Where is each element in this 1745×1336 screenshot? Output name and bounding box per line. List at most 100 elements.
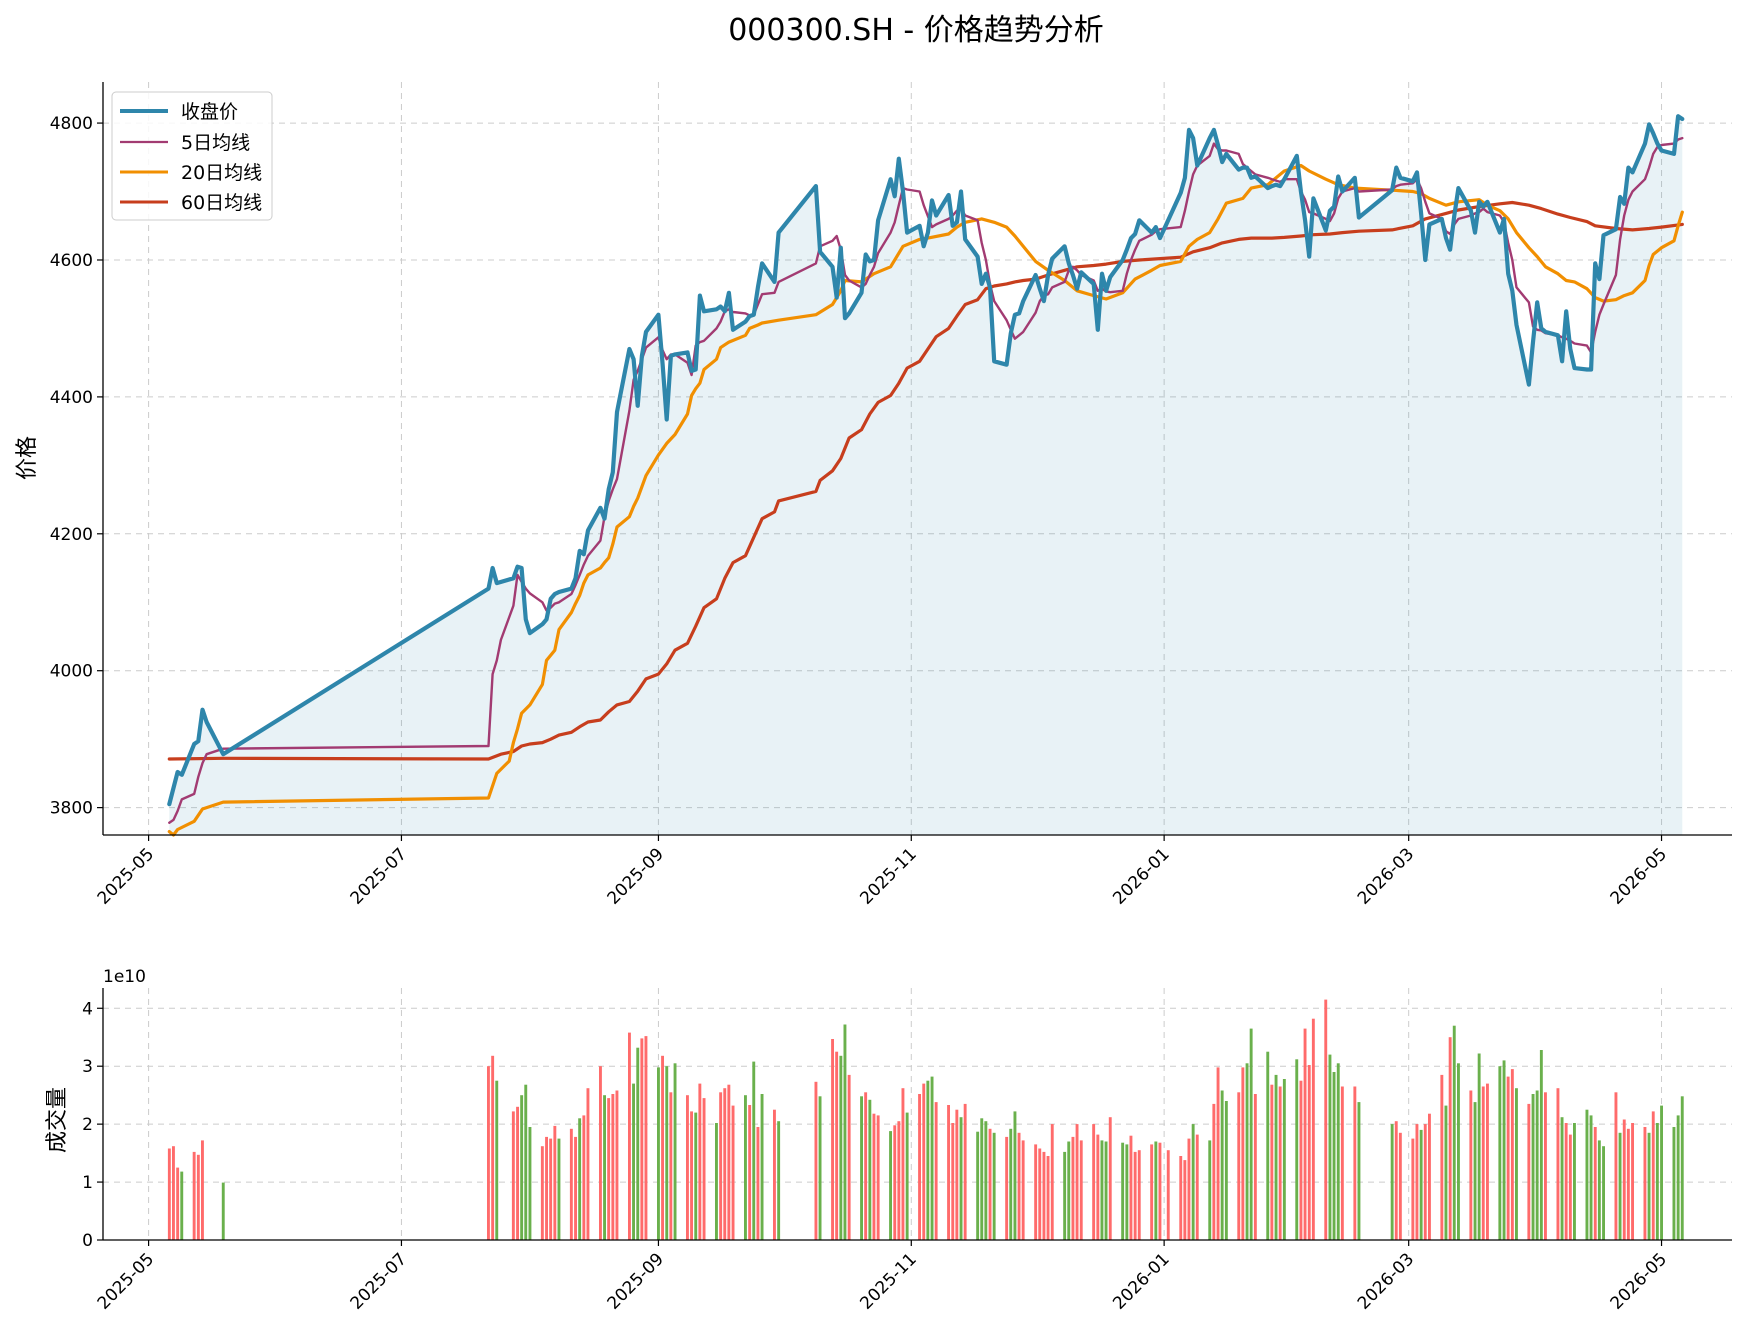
- volume-bar: [1539, 1050, 1543, 1240]
- volume-bar: [1042, 1151, 1046, 1240]
- volume-bar: [1444, 1105, 1448, 1240]
- volume-bar: [1593, 1127, 1597, 1240]
- volume-bar: [1108, 1117, 1112, 1240]
- volume-bar: [1651, 1111, 1655, 1240]
- price-x-tick-label: 2025-07: [347, 844, 411, 908]
- price-x-tick-label: 2025-09: [604, 844, 668, 908]
- close-price-fill-area: [169, 116, 1683, 835]
- volume-bar: [723, 1088, 727, 1240]
- volume-bar: [1311, 1018, 1315, 1240]
- volume-bar: [988, 1128, 992, 1240]
- volume-bar: [864, 1092, 868, 1240]
- volume-bar: [1477, 1053, 1481, 1240]
- volume-bar: [644, 1036, 648, 1240]
- volume-bar: [673, 1063, 677, 1240]
- volume-bar: [1452, 1025, 1456, 1240]
- volume-bar: [963, 1103, 967, 1240]
- volume-bar: [1183, 1160, 1187, 1240]
- volume-bar: [694, 1112, 698, 1240]
- volume-bar: [1191, 1124, 1195, 1240]
- price-y-tick-label: 4200: [50, 525, 93, 545]
- legend-item-ma20: 20日均线: [120, 162, 262, 184]
- volume-bar: [1216, 1067, 1220, 1240]
- volume-bar: [715, 1123, 718, 1240]
- volume-bar: [1597, 1140, 1601, 1240]
- volume-bar: [1622, 1119, 1626, 1240]
- volume-bar: [731, 1105, 735, 1240]
- volume-x-tick-label: 2026-05: [1607, 1249, 1671, 1313]
- volume-bar: [1585, 1109, 1589, 1240]
- price-y-tick-label: 4400: [50, 388, 93, 408]
- volume-bar: [1390, 1124, 1394, 1240]
- volume-bar: [1067, 1141, 1071, 1240]
- volume-bar: [516, 1106, 519, 1240]
- volume-bar: [574, 1136, 577, 1240]
- volume-bar: [860, 1096, 863, 1240]
- volume-bar: [1626, 1128, 1630, 1240]
- volume-bar: [1353, 1086, 1357, 1240]
- volume-bar: [847, 1074, 851, 1240]
- volume-x-ticks: 2025-05 2025-07 2025-09 2025-11 2026-01 2026-…: [94, 1240, 1671, 1314]
- volume-bar: [1208, 1140, 1212, 1240]
- volume-bar: [1328, 1054, 1332, 1240]
- volume-bar: [1021, 1140, 1025, 1240]
- volume-bar: [611, 1094, 615, 1240]
- volume-bar: [1154, 1141, 1158, 1240]
- volume-bar: [1332, 1072, 1336, 1240]
- volume-bar: [1241, 1067, 1245, 1240]
- volume-bar: [1573, 1123, 1576, 1240]
- volume-bar: [1096, 1134, 1100, 1240]
- volume-bar: [1104, 1141, 1108, 1240]
- volume-bar: [607, 1098, 611, 1240]
- volume-bar: [1419, 1129, 1423, 1240]
- volume-y-tick-label: 3: [82, 1057, 93, 1077]
- volume-bar: [1357, 1102, 1361, 1240]
- volume-bar: [201, 1140, 204, 1240]
- volume-bar: [665, 1066, 669, 1240]
- volume-bar: [748, 1105, 752, 1240]
- volume-bar: [1050, 1124, 1054, 1240]
- volume-bar: [1034, 1144, 1038, 1240]
- volume-bar: [495, 1080, 499, 1240]
- price-y-tick-label: 4600: [50, 251, 93, 271]
- volume-panel: 0 1 2 3 4 2025-05 2025-07 2025-09 2025-11 2026-0…: [45, 967, 1732, 1314]
- volume-bar: [831, 1039, 834, 1240]
- volume-bar: [1092, 1124, 1096, 1240]
- legend-item-ma5: 5日均线: [120, 132, 250, 154]
- volume-bar: [1046, 1156, 1050, 1240]
- volume-bar: [1245, 1063, 1249, 1240]
- price-y-ticks: 3800 4000 4200 4400 4600 4800: [50, 114, 103, 819]
- legend-item-close: 收盘价: [120, 101, 238, 123]
- volume-bar: [1423, 1124, 1427, 1240]
- volume-bar: [582, 1115, 586, 1240]
- volume-x-tick-label: 2026-03: [1354, 1249, 1418, 1313]
- volume-bar: [1457, 1063, 1460, 1240]
- volume-bar: [1071, 1136, 1075, 1240]
- price-grid: [103, 82, 1732, 835]
- volume-bar: [1631, 1123, 1634, 1240]
- ma5-line: [168, 136, 1684, 824]
- volume-bar: [528, 1127, 532, 1240]
- volume-bar: [1602, 1146, 1605, 1240]
- volume-bar: [1282, 1079, 1286, 1240]
- volume-bar: [1544, 1092, 1547, 1240]
- volume-bar: [905, 1112, 909, 1240]
- volume-bar: [901, 1088, 905, 1240]
- volume-bar: [1618, 1132, 1622, 1240]
- volume-bar: [930, 1076, 934, 1240]
- price-y-tick-label: 4000: [50, 662, 93, 682]
- volume-x-tick-label: 2025-11: [856, 1249, 920, 1313]
- volume-bar: [992, 1132, 996, 1240]
- volume-bar: [1440, 1074, 1444, 1240]
- volume-bar: [557, 1138, 561, 1240]
- legend-box: [111, 91, 273, 221]
- price-y-axis-label: 价格: [15, 436, 40, 480]
- volume-bar: [868, 1099, 872, 1240]
- volume-bar: [511, 1111, 515, 1240]
- volume-bar: [839, 1055, 843, 1240]
- volume-bar: [760, 1094, 764, 1240]
- volume-bar: [1428, 1113, 1431, 1240]
- volume-bar: [1166, 1150, 1170, 1240]
- volume-bar: [180, 1171, 184, 1240]
- price-x-tick-label: 2026-03: [1354, 844, 1418, 908]
